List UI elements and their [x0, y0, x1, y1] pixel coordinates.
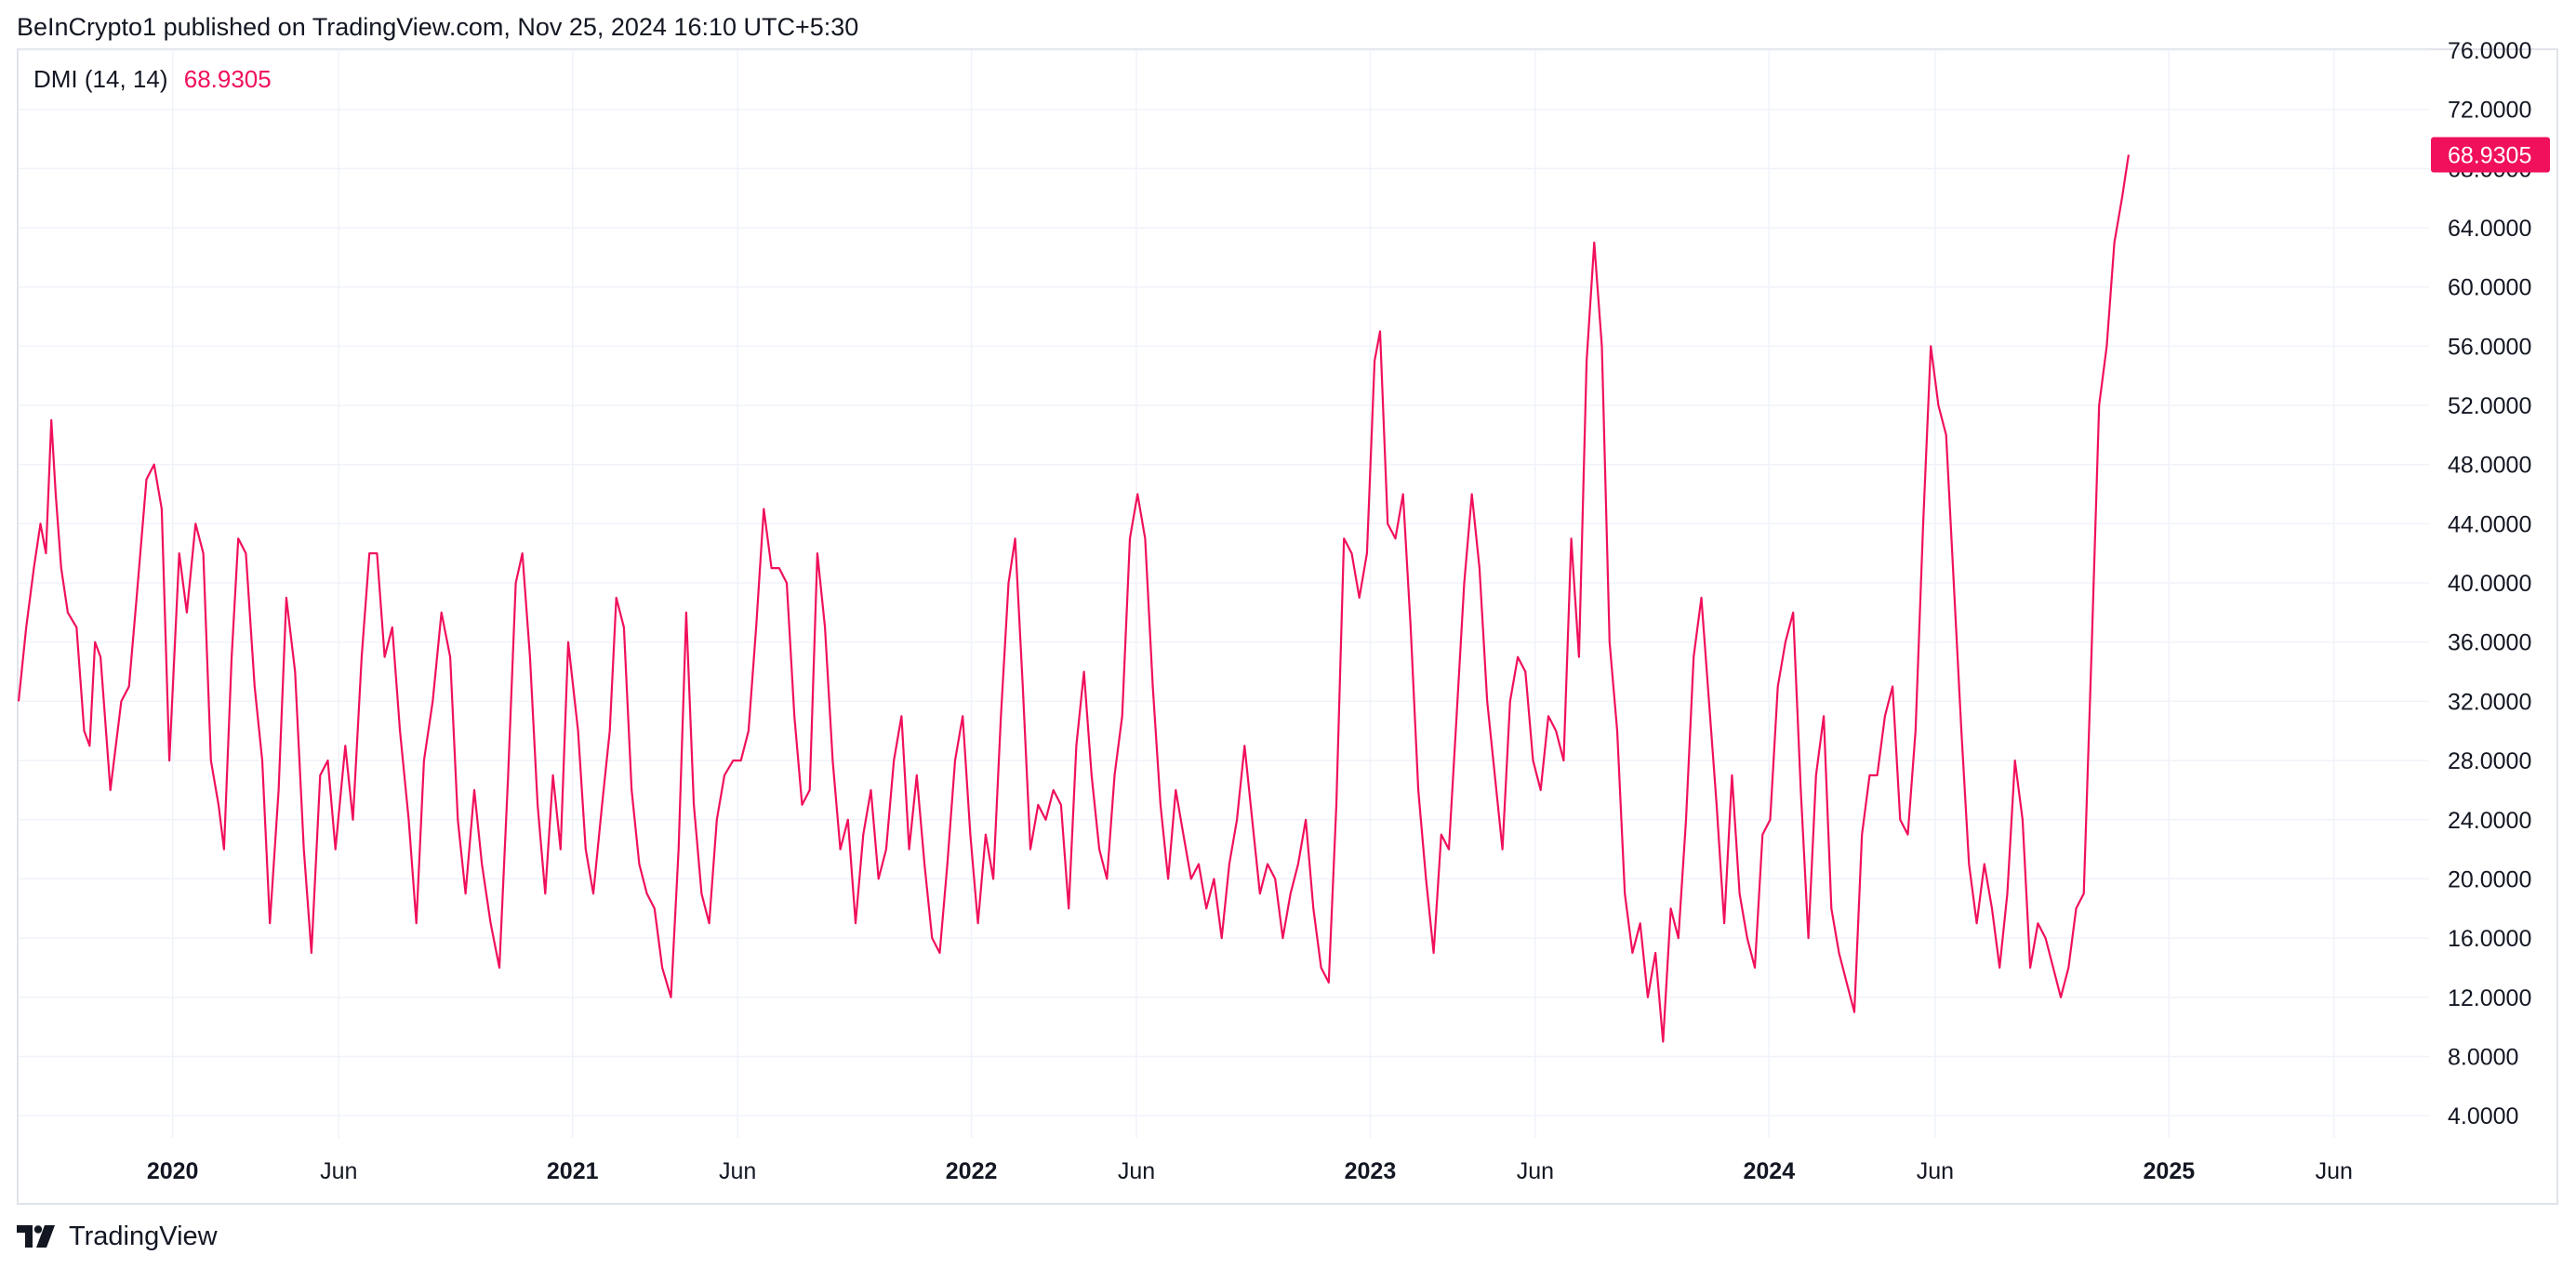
y-tick-label: 64.0000 [2448, 216, 2531, 242]
x-tick-label: Jun [719, 1158, 756, 1184]
chart-frame [17, 48, 2558, 1205]
footer: TradingView [17, 1218, 218, 1255]
y-tick-label: 12.0000 [2448, 985, 2531, 1011]
indicator-name: DMI (14, 14) [33, 65, 168, 93]
x-tick-label: 2025 [2144, 1158, 2196, 1184]
last-value-badge-bg [2431, 137, 2550, 173]
y-tick-label: 32.0000 [2448, 689, 2531, 715]
x-tick-label: 2024 [1744, 1158, 1796, 1184]
last-value-badge: 68.9305 [2431, 137, 2550, 173]
y-axis: 76.000072.000068.000064.000060.000056.00… [2448, 38, 2531, 1129]
y-tick-label: 24.0000 [2448, 808, 2531, 834]
y-tick-label: 36.0000 [2448, 630, 2531, 656]
x-tick-label: 2020 [147, 1158, 199, 1184]
y-tick-label: 20.0000 [2448, 866, 2531, 892]
y-tick-label: 60.0000 [2448, 275, 2531, 301]
x-tick-label: 2021 [547, 1158, 599, 1184]
x-axis: 2020 Jun 2021 Jun 2022 Jun 2023 Jun 2024 Jun 2025 J… [147, 1158, 2353, 1184]
x-tick-label: Jun [1517, 1158, 1554, 1184]
y-tick-label: 16.0000 [2448, 926, 2531, 952]
tradingview-brand[interactable]: TradingView [69, 1221, 218, 1251]
publisher-caption: BeInCrypto1 published on TradingView.com… [17, 13, 859, 41]
y-tick-label: 44.0000 [2448, 511, 2531, 537]
x-tick-label: 2022 [946, 1158, 998, 1184]
indicator-value: 68.9305 [183, 65, 272, 93]
y-tick-label: 72.0000 [2448, 98, 2531, 124]
tradingview-logo-icon[interactable] [17, 1225, 60, 1248]
y-tick-label: 76.0000 [2448, 38, 2531, 64]
y-tick-label: 4.0000 [2448, 1103, 2518, 1129]
indicator-legend[interactable]: DMI (14, 14) 68.9305 [33, 65, 272, 94]
last-value-label: 68.9305 [2448, 143, 2531, 169]
dmi-series-line [17, 154, 2130, 1043]
y-tick-label: 40.0000 [2448, 571, 2531, 597]
x-tick-label: Jun [320, 1158, 357, 1184]
y-tick-label: 52.0000 [2448, 393, 2531, 419]
y-tick-label: 56.0000 [2448, 334, 2531, 360]
x-tick-label: Jun [1917, 1158, 1954, 1184]
y-tick-label: 48.0000 [2448, 453, 2531, 479]
x-tick-label: 2023 [1345, 1158, 1397, 1184]
x-tick-label: Jun [2316, 1158, 2353, 1184]
x-tick-label: Jun [1118, 1158, 1155, 1184]
y-tick-label: 8.0000 [2448, 1044, 2518, 1070]
y-tick-label: 28.0000 [2448, 748, 2531, 774]
